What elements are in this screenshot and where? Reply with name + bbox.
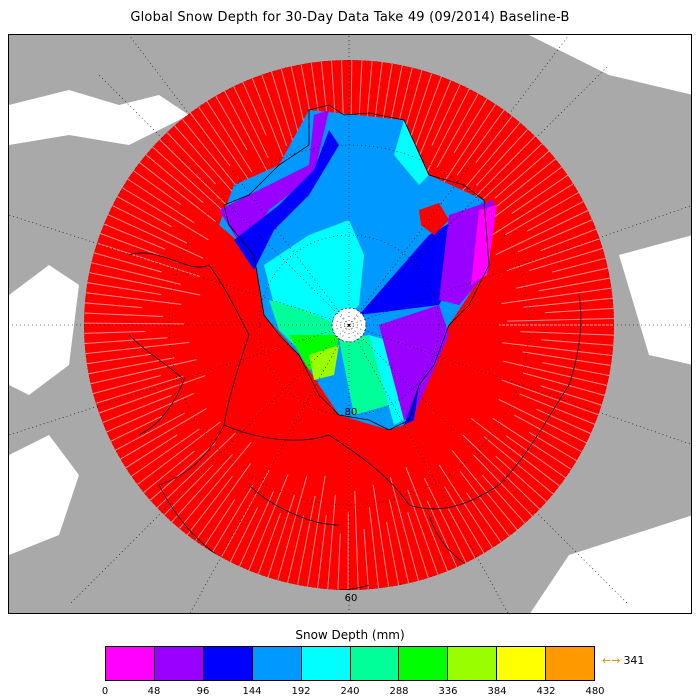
color-swatch xyxy=(448,647,498,680)
color-bar-tick-label: 144 xyxy=(242,686,262,697)
color-swatch xyxy=(154,647,204,680)
color-bar-tick-label: 240 xyxy=(340,686,360,697)
max-value-note: ←→ 341 xyxy=(602,654,644,667)
legend-title: Snow Depth (mm) xyxy=(295,628,405,642)
ocean-pacific-west xyxy=(9,265,79,395)
color-bar-tick-label: 432 xyxy=(536,686,556,697)
meridians xyxy=(9,35,691,613)
lat-label-80: 80 xyxy=(345,407,358,418)
ocean-pacific-sw xyxy=(9,435,79,555)
color-bar-tick-label: 96 xyxy=(196,686,210,697)
color-bar xyxy=(105,646,595,681)
ocean-east xyxy=(619,235,691,365)
lat-label-60: 60 xyxy=(345,593,358,604)
color-bar-tick-label: 384 xyxy=(487,686,507,697)
color-bar-tick-label: 336 xyxy=(438,686,458,697)
map-panel: ⌗ xyxy=(8,34,692,614)
ocean-north-atlantic xyxy=(9,90,189,145)
color-swatch xyxy=(252,647,302,680)
color-bar-tick-label: 0 xyxy=(101,686,109,697)
ocean-northeast xyxy=(529,35,691,95)
color-bar-tick-label: 480 xyxy=(585,686,605,697)
arrow-icon: ←→ xyxy=(602,654,621,667)
color-swatch xyxy=(106,647,155,680)
color-bar-tick-label: 48 xyxy=(147,686,161,697)
color-swatch xyxy=(497,647,547,680)
color-bar-tick-label: 192 xyxy=(291,686,311,697)
color-swatch xyxy=(301,647,351,680)
snow-depth-map: ⌗ xyxy=(9,35,691,613)
color-swatch xyxy=(350,647,400,680)
color-swatch xyxy=(546,647,595,680)
color-bar-tick-label: 288 xyxy=(389,686,409,697)
map-title: Global Snow Depth for 30-Day Data Take 4… xyxy=(130,10,570,25)
max-value: 341 xyxy=(623,654,645,667)
color-swatch xyxy=(203,647,253,680)
color-swatch xyxy=(399,647,449,680)
ocean-southeast xyxy=(530,515,691,613)
